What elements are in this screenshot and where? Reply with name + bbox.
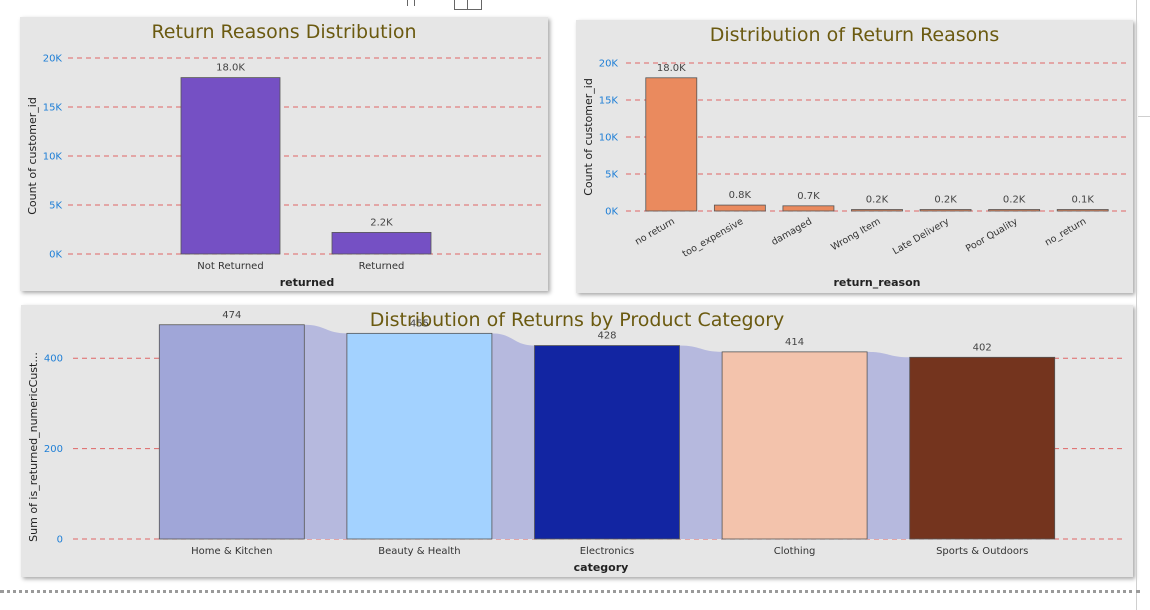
page-boundary [0, 590, 1140, 593]
bar [713, 204, 766, 212]
y-tick-label: 15K [599, 96, 619, 107]
x-tick-label: too_expensive [681, 216, 746, 260]
chart-panel-return-reason-detail[interactable]: Distribution of Return Reasons 0K 5K 10K 15… [576, 20, 1133, 293]
data-label: 474 [222, 310, 241, 321]
x-tick-label: Electronics [580, 546, 635, 557]
layout-grid-icon [454, 0, 482, 10]
chart-title: Return Reasons Distribution [151, 21, 417, 43]
data-label: 0.7K [797, 191, 820, 202]
x-tick-label: Wrong Item [829, 216, 882, 253]
chart-panel-return-reasons[interactable]: Return Reasons Distribution 0K 5K 10K 15K 20… [20, 17, 548, 291]
bar [919, 209, 972, 212]
y-tick-label: 400 [44, 354, 63, 365]
canvas-divider-tick [1138, 116, 1150, 117]
chart-panel-returns-by-category[interactable]: Distribution of Returns by Product Categ… [21, 305, 1133, 577]
x-tick-label: no_return [1043, 216, 1088, 248]
y-axis-title: Count of customer_id [582, 78, 595, 196]
y-axis-title: Sum of is_returned_numericCust... [27, 352, 40, 542]
x-tick-label: Clothing [774, 546, 816, 557]
bar [180, 77, 281, 255]
data-label: 18.0K [657, 63, 686, 74]
data-label: 402 [973, 342, 992, 353]
y-tick-label: 0K [605, 207, 618, 218]
bar [782, 205, 835, 212]
x-tick-label: Late Delivery [891, 216, 952, 257]
y-tick-label: 0 [57, 535, 63, 546]
data-label: 428 [597, 331, 616, 342]
bar [331, 232, 432, 255]
data-label: 0.2K [866, 195, 889, 206]
data-label: 414 [785, 337, 804, 348]
bar [988, 209, 1041, 212]
y-tick-label: 200 [44, 444, 63, 455]
x-tick-label: Sports & Outdoors [936, 546, 1028, 557]
bar [534, 345, 680, 540]
y-tick-label: 20K [599, 59, 619, 70]
x-axis-title: category [574, 561, 629, 574]
x-tick-label: Beauty & Health [378, 546, 460, 557]
data-label: 0.8K [729, 190, 752, 201]
chart-title: Distribution of Returns by Product Categ… [369, 309, 785, 331]
bar [1056, 209, 1109, 212]
canvas-divider [1136, 0, 1137, 610]
bar [346, 332, 493, 540]
x-axis-title: return_reason [834, 276, 921, 289]
chart-svg-return-reason-detail: 0K 5K 10K 15K 20K 18.0K no return 0.8K too_expen… [582, 59, 1130, 289]
x-tick-label: Not Returned [197, 261, 263, 272]
x-tick-label: Poor Quality [964, 216, 1020, 255]
data-label: 2.2K [370, 217, 393, 228]
data-label: 0.2K [934, 195, 957, 206]
data-label: 18.0K [216, 63, 245, 74]
y-tick-label: 5K [49, 201, 62, 212]
y-tick-label: 15K [43, 103, 63, 114]
chart-title: Distribution of Return Reasons [709, 24, 1000, 46]
bar [909, 356, 1056, 540]
y-tick-label: 10K [43, 152, 63, 163]
x-tick-label: damaged [770, 216, 814, 248]
x-tick-label: Home & Kitchen [191, 546, 272, 557]
y-tick-label: 5K [605, 170, 618, 181]
data-label: 455 [410, 318, 429, 329]
bar [158, 324, 305, 540]
bar [851, 209, 903, 212]
x-axis-title: returned [280, 276, 335, 289]
y-axis-title: Count of customer_id [26, 97, 39, 215]
x-tick-label: Returned [359, 261, 405, 272]
y-tick-label: 10K [599, 133, 619, 144]
bar [721, 351, 868, 540]
bar [645, 77, 698, 212]
x-tick-label: no return [633, 216, 677, 247]
y-tick-label: 0K [49, 250, 62, 261]
chart-svg-return-reasons: 0K 5K 10K 15K 20K 18.0K Not Returned 2.2K Return… [26, 54, 542, 289]
y-tick-label: 20K [43, 54, 63, 65]
toolbar-glyph-icon [407, 0, 415, 6]
data-label: 0.2K [1003, 195, 1026, 206]
data-label: 0.1K [1071, 195, 1094, 206]
chart-svg-returns-by-category: 0 200 400 474 Home & Kitchen 455 Beauty & Heal… [27, 310, 1123, 574]
